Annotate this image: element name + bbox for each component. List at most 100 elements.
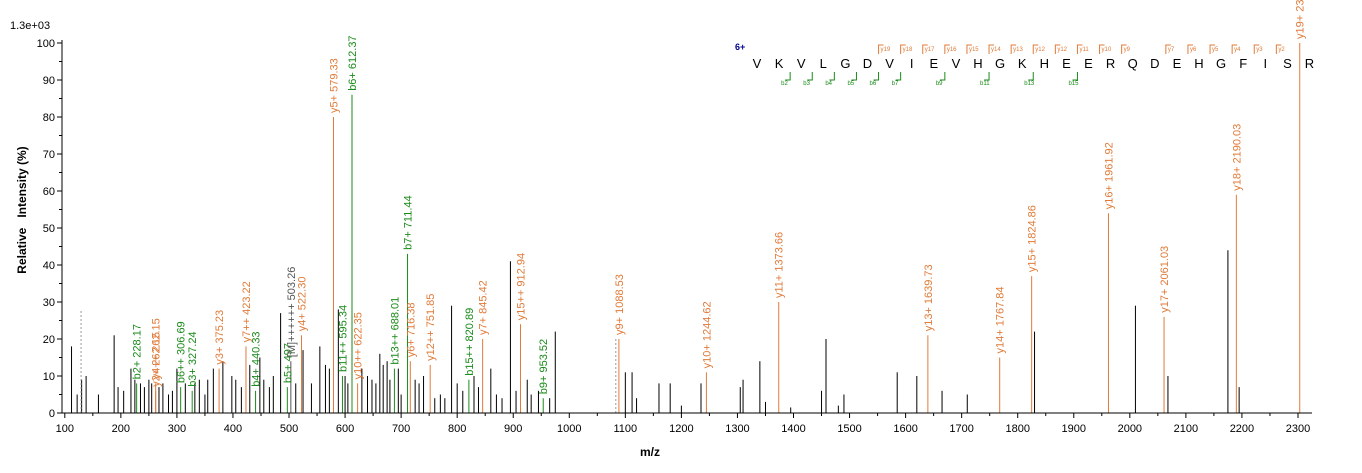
peak-label-8: b5+ 497 (282, 343, 294, 383)
y-fragment-bracket-17 (1275, 44, 1282, 54)
y-fragment-bracket-16 (1253, 44, 1260, 54)
peak-label-26: y13+ 1639.73 (923, 264, 935, 331)
y-fragment-label-12: y7 (1168, 47, 1175, 53)
peak-label-14: y10++ 622.35 (353, 312, 365, 379)
y-fragment-label-13: y6 (1190, 47, 1197, 53)
x-tick-label-8: 900 (504, 423, 522, 435)
peak-label-23: y9+ 1088.53 (614, 274, 626, 335)
y-fragment-label-11: y9 (1124, 47, 1131, 53)
peak-label-30: y17+ 2061.03 (1159, 246, 1171, 313)
b-fragment-bracket-6 (939, 72, 946, 81)
y-fragment-bracket-6 (1010, 44, 1017, 54)
residue-18: D (1150, 56, 1159, 71)
residue-8: E (929, 56, 938, 71)
residue-22: F (1239, 56, 1247, 71)
x-tick-label-14: 1500 (837, 423, 861, 435)
residue-16: R (1106, 56, 1115, 71)
x-tick-label-0: 100 (56, 423, 74, 435)
x-tick-label-10: 1100 (614, 423, 638, 435)
peak-label-3: b6++ 306.69 (176, 321, 188, 383)
b-fragment-label-1: b3 (803, 81, 810, 87)
y-fragment-bracket-12 (1165, 44, 1171, 54)
peak-label-5: y3+ 375.23 (214, 310, 226, 365)
residue-12: K (1018, 56, 1027, 71)
residue-25: R (1305, 56, 1314, 71)
residue-4: G (840, 56, 850, 71)
y-tick-label-2: 20 (43, 334, 55, 346)
peak-label-31: y18+ 2190.03 (1231, 124, 1243, 191)
peak-label-17: y6+ 716.38 (405, 302, 417, 357)
x-tick-label-3: 400 (224, 423, 242, 435)
x-tick-label-19: 2000 (1118, 423, 1142, 435)
y-fragment-bracket-5 (988, 44, 995, 54)
y-fragment-bracket-7 (1032, 44, 1039, 54)
y-fragment-label-3: y16 (947, 47, 957, 53)
peak-label-24: y10+ 1244.62 (701, 301, 713, 368)
x-tick-label-1: 200 (112, 423, 130, 435)
x-tick-label-22: 2300 (1286, 423, 1310, 435)
peak-label-28: y15+ 1824.86 (1027, 205, 1039, 272)
peak-label-0: b2+ 228.17 (132, 324, 144, 379)
peak-label-29: y16+ 1961.92 (1103, 142, 1115, 209)
peak-label-10: y4+ 522.30 (297, 277, 309, 332)
x-tick-label-13: 1400 (781, 423, 805, 435)
peak-label-22: b9+ 953.52 (538, 339, 550, 394)
peak-label-2: y4++ 262.15 (151, 318, 163, 379)
y-fragment-bracket-8 (1054, 44, 1061, 54)
b-fragment-label-8: b13 (1024, 81, 1035, 87)
y-fragment-label-17: y2 (1278, 47, 1285, 53)
y-tick-label-5: 50 (43, 223, 55, 235)
x-tick-label-11: 1200 (669, 423, 693, 435)
b-fragment-label-0: b2 (781, 81, 788, 87)
y-tick-label-9: 90 (43, 75, 55, 87)
peak-label-4: b3+ 327.24 (187, 331, 199, 386)
x-tick-label-7: 800 (448, 423, 466, 435)
y-tick-label-1: 10 (43, 371, 55, 383)
b-fragment-bracket-4 (873, 72, 880, 81)
x-tick-label-5: 600 (336, 423, 354, 435)
residue-19: E (1173, 56, 1182, 71)
peak-label-11: y5+ 579.33 (328, 58, 340, 113)
b-fragment-bracket-8 (1028, 72, 1034, 81)
y-fragment-label-7: y12 (1035, 47, 1045, 53)
residue-9: V (952, 56, 961, 71)
x-tick-label-9: 1000 (557, 423, 581, 435)
y-tick-label-8: 80 (43, 112, 55, 124)
residue-15: E (1084, 56, 1093, 71)
y-fragment-label-0: y19 (881, 47, 891, 53)
y-fragment-label-10: y10 (1102, 47, 1112, 53)
b-fragment-bracket-1 (807, 72, 813, 81)
y-fragment-bracket-10 (1099, 44, 1105, 54)
x-axis-title: m/z (640, 445, 660, 459)
b-fragment-bracket-7 (984, 72, 990, 81)
peak-label-18: y12++ 751.85 (425, 294, 437, 361)
charge-state-label: 6+ (735, 42, 745, 52)
x-tick-label-15: 1600 (893, 423, 917, 435)
residue-2: V (797, 56, 806, 71)
x-tick-label-20: 2100 (1174, 423, 1198, 435)
max-intensity-label: 1.3e+03 (10, 20, 50, 32)
y-fragment-bracket-1 (900, 44, 906, 54)
peak-label-20: y7+ 845.42 (478, 280, 490, 335)
y-fragment-bracket-0 (878, 44, 884, 54)
x-tick-label-6: 700 (392, 423, 410, 435)
b-fragment-label-3: b5 (847, 81, 854, 87)
residue-5: D (863, 56, 872, 71)
b-fragment-bracket-5 (895, 72, 902, 81)
residue-11: G (995, 56, 1005, 71)
y-fragment-bracket-11 (1121, 44, 1127, 54)
residue-20: H (1194, 56, 1203, 71)
residue-6: V (885, 56, 894, 71)
residue-14: E (1062, 56, 1071, 71)
peak-label-19: b15++ 820.89 (464, 308, 476, 376)
b-fragment-bracket-9 (1072, 72, 1078, 81)
residue-21: G (1216, 56, 1226, 71)
y-fragment-label-6: y13 (1013, 47, 1023, 53)
peak-label-15: b13++ 688.01 (389, 297, 401, 365)
y-tick-label-3: 30 (43, 297, 55, 309)
residue-1: K (775, 56, 784, 71)
peak-label-27: y14+ 1767.84 (995, 287, 1007, 354)
